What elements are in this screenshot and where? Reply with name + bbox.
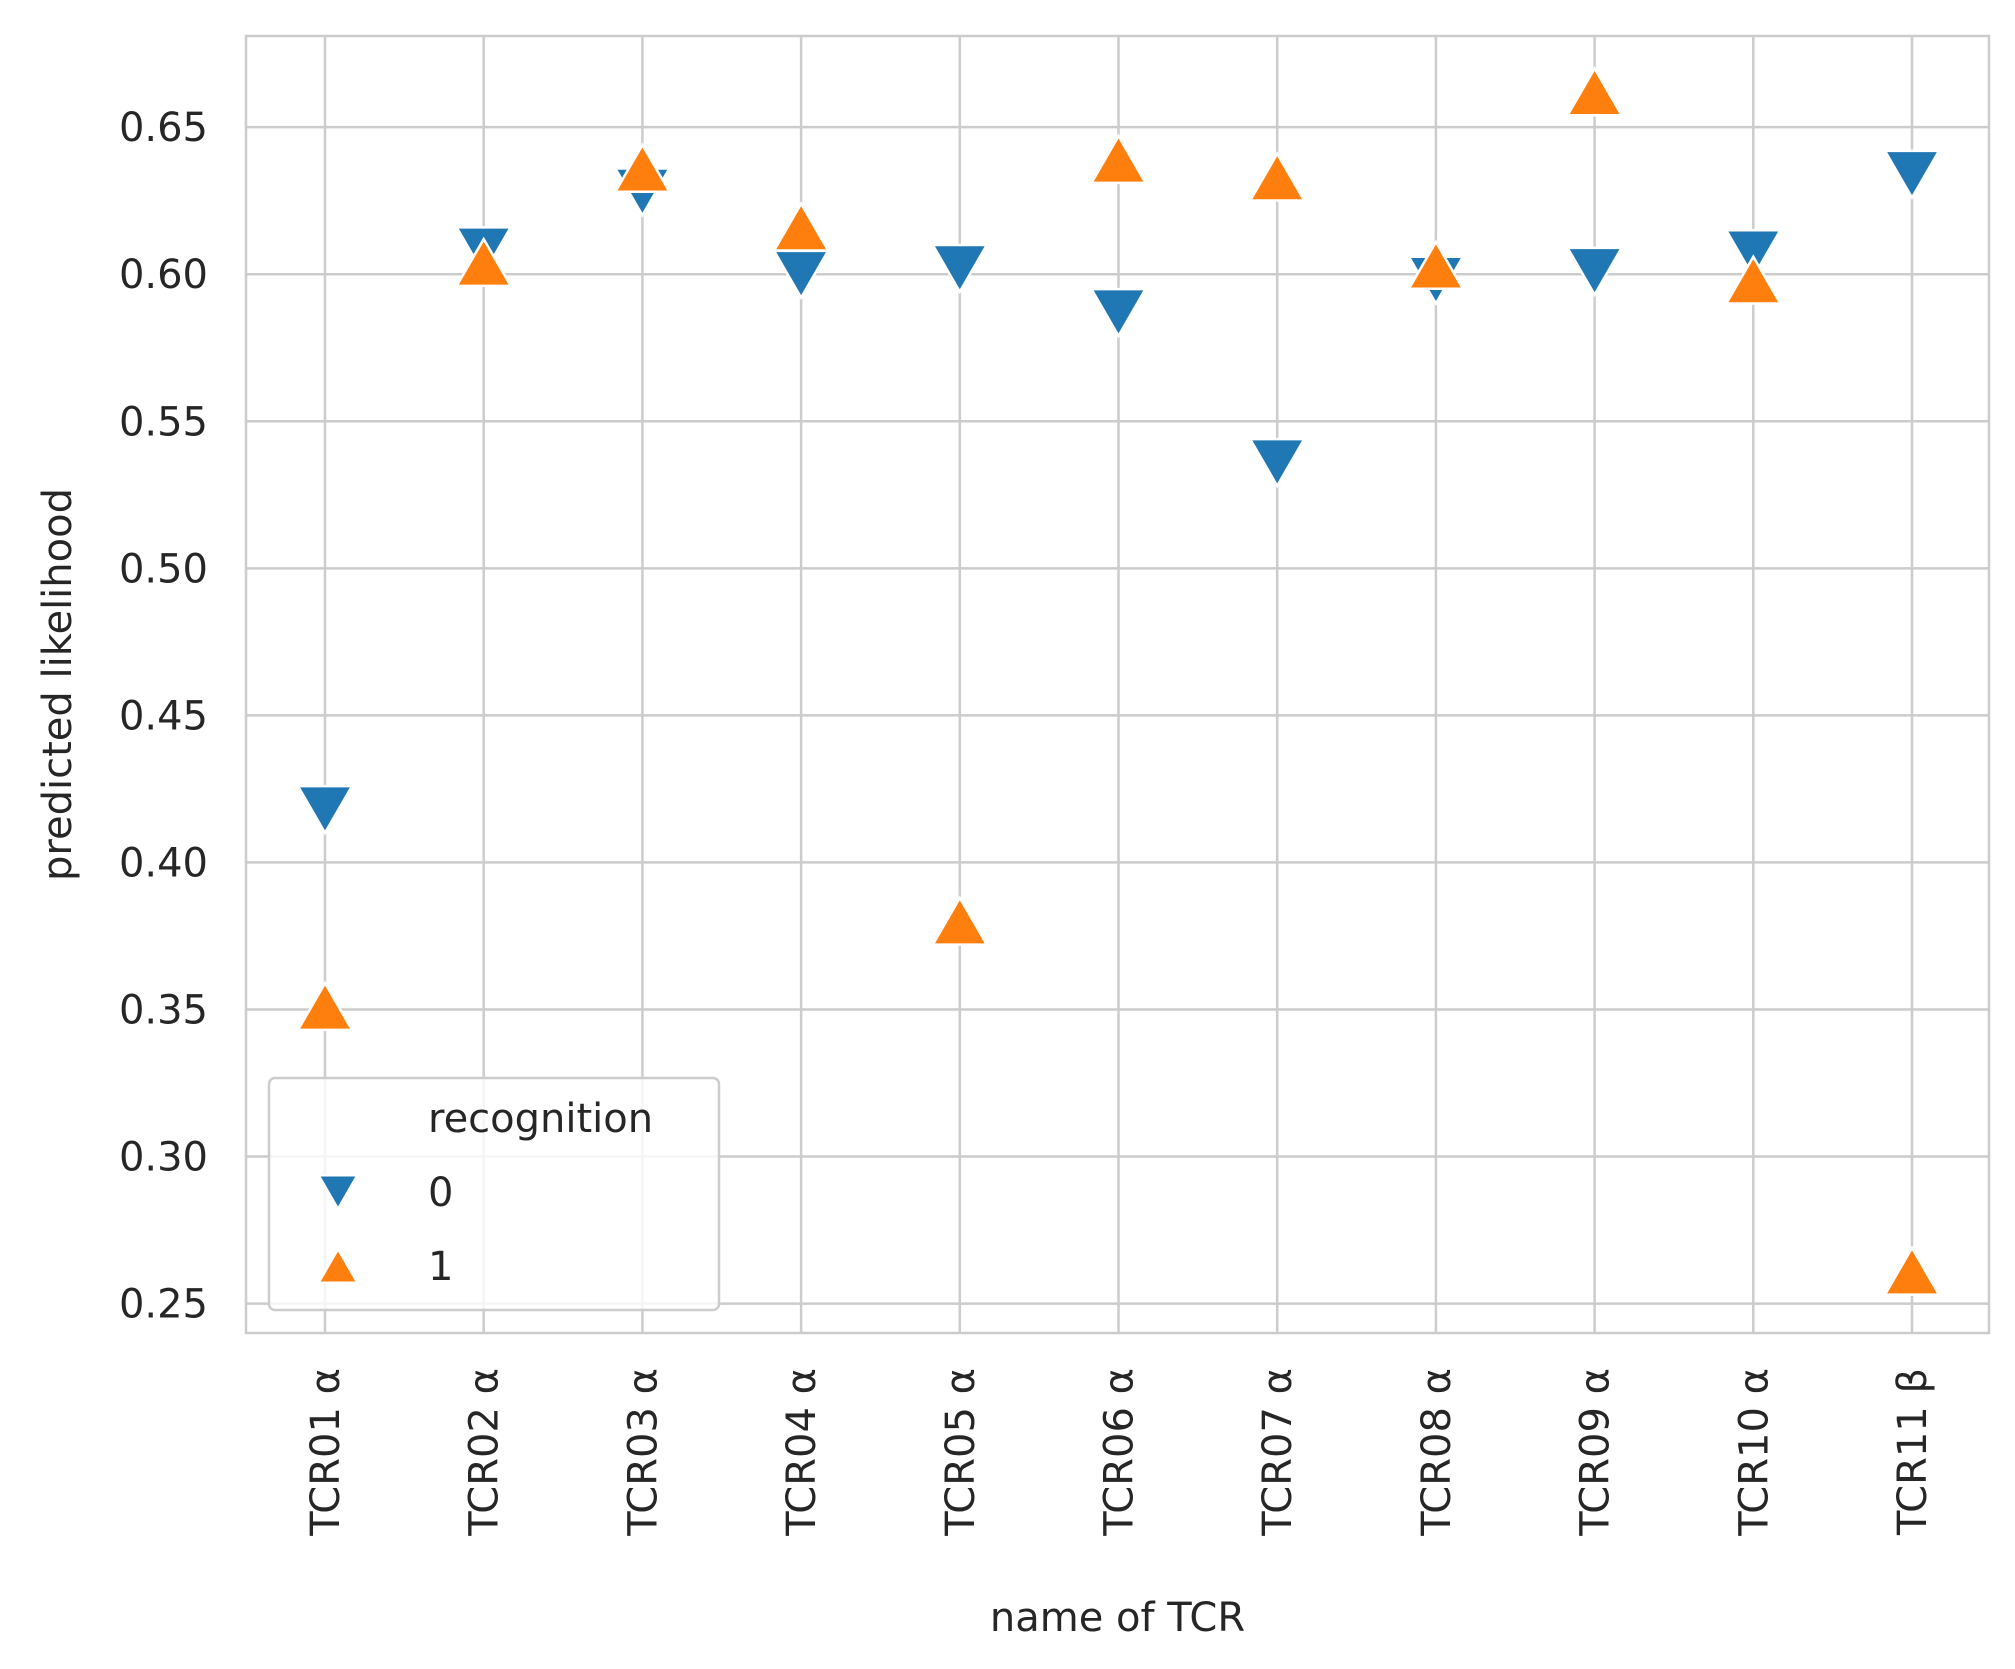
legend-marker [317, 1247, 359, 1284]
x-tick-label: TCR09 α [1573, 1368, 1619, 1537]
x-tick-label: TCR10 α [1731, 1368, 1777, 1537]
legend-box [267, 1076, 721, 1312]
point-series-1-0 [295, 980, 355, 1032]
plot-frame [244, 34, 1991, 1335]
point-series-1-1 [454, 236, 513, 288]
x-tick-label: TCR04 α [779, 1368, 825, 1537]
y-tick-label: 0.60 [119, 252, 208, 298]
y-tick-label: 0.35 [119, 987, 208, 1033]
legend-label: 1 [428, 1244, 453, 1290]
y-tick-label: 0.65 [119, 105, 208, 151]
y-tick-label: 0.50 [119, 546, 208, 592]
x-tick-label: TCR02 α [462, 1368, 508, 1537]
x-tick-label: TCR11 β [1890, 1368, 1936, 1536]
point-series-1-8 [1565, 65, 1624, 117]
data-points [295, 65, 1942, 1296]
point-series-1-10 [1882, 1245, 1942, 1296]
y-tick-label: 0.45 [119, 693, 208, 739]
legend-title: recognition [428, 1096, 653, 1142]
point-series-0-8 [1565, 246, 1624, 298]
y-axis-ticks: 0.25 0.30 0.35 0.40 0.45 0.50 0.55 0.60 0.65 [119, 105, 208, 1327]
point-series-0-10 [1882, 149, 1942, 201]
point-series-1-2 [613, 142, 672, 193]
legend-marker [317, 1174, 359, 1211]
point-series-0-5 [1089, 287, 1148, 339]
point-series-1-6 [1248, 151, 1307, 202]
point-series-1-4 [930, 895, 989, 946]
x-tick-label: TCR01 α [303, 1368, 349, 1537]
legend: recognition 01 [267, 1076, 721, 1312]
y-tick-label: 0.40 [119, 840, 208, 886]
y-tick-label: 0.30 [119, 1135, 208, 1181]
x-axis-ticks: TCR01 α TCR02 α TCR03 α TCR04 α TCR05 α TCR06… [303, 1368, 1936, 1537]
legend-items: 01 [317, 1170, 453, 1290]
point-series-1-7 [1406, 239, 1466, 291]
point-series-0-4 [930, 243, 989, 295]
point-series-0-0 [295, 784, 355, 836]
x-tick-label: TCR08 α [1414, 1368, 1460, 1537]
x-tick-label: TCR06 α [1097, 1368, 1143, 1537]
x-tick-label: TCR07 α [1255, 1368, 1301, 1537]
y-axis-title: predicted likelihood [35, 488, 81, 881]
y-tick-label: 0.25 [119, 1282, 208, 1328]
point-series-1-9 [1724, 254, 1783, 305]
point-series-1-5 [1089, 133, 1148, 185]
x-tick-label: TCR05 α [938, 1368, 984, 1537]
y-tick-label: 0.55 [119, 399, 208, 445]
point-series-0-6 [1248, 437, 1307, 489]
legend-label: 0 [428, 1170, 453, 1216]
point-series-1-3 [771, 201, 831, 252]
x-tick-label: TCR03 α [620, 1368, 666, 1537]
x-axis-title: name of TCR [990, 1595, 1245, 1641]
point-series-0-9 [1724, 229, 1783, 280]
